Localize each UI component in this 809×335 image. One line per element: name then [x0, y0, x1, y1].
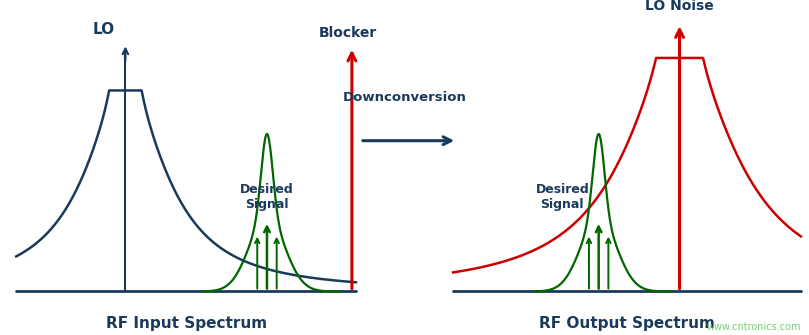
Text: LO: LO — [93, 21, 115, 37]
Text: Blocker and
LO Noise: Blocker and LO Noise — [633, 0, 726, 13]
Text: RF Input Spectrum: RF Input Spectrum — [105, 316, 267, 331]
Text: www.cntronics.com: www.cntronics.com — [706, 322, 801, 332]
Text: Desired
Signal: Desired Signal — [536, 183, 589, 211]
Text: Downconversion: Downconversion — [342, 90, 467, 104]
Text: Desired
Signal: Desired Signal — [240, 183, 294, 211]
Text: Blocker: Blocker — [319, 26, 377, 40]
Text: RF Output Spectrum: RF Output Spectrum — [539, 316, 715, 331]
